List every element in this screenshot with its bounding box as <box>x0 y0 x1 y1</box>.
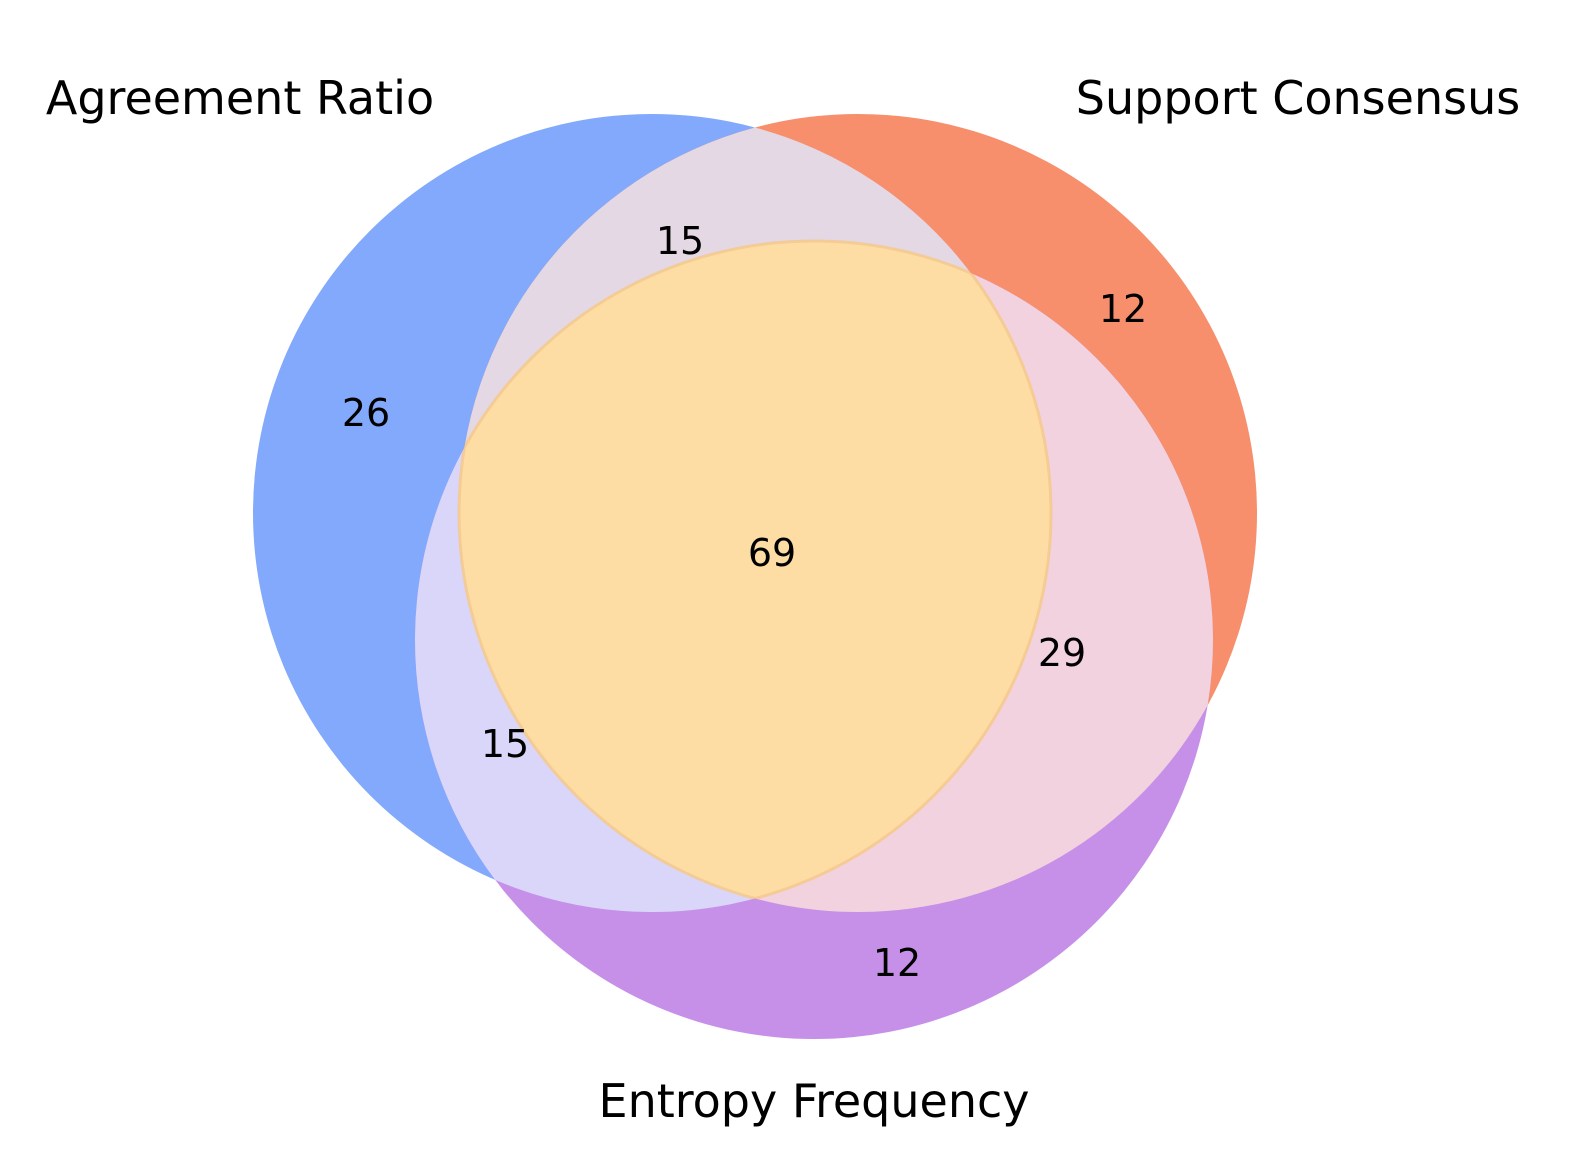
count-all-three: 69 <box>748 531 796 575</box>
set-label-entropy-frequency: Entropy Frequency <box>599 1074 1030 1128</box>
count-support-only: 12 <box>1099 287 1147 331</box>
set-label-agreement-ratio: Agreement Ratio <box>46 71 434 125</box>
count-agreement-entropy: 15 <box>481 722 529 766</box>
set-label-support-consensus: Support Consensus <box>1076 71 1520 125</box>
count-agreement-support: 15 <box>656 219 704 263</box>
count-agreement-only: 26 <box>342 391 390 435</box>
count-support-entropy: 29 <box>1038 631 1086 675</box>
center-outline <box>457 239 1053 912</box>
count-entropy-only: 12 <box>873 941 921 985</box>
